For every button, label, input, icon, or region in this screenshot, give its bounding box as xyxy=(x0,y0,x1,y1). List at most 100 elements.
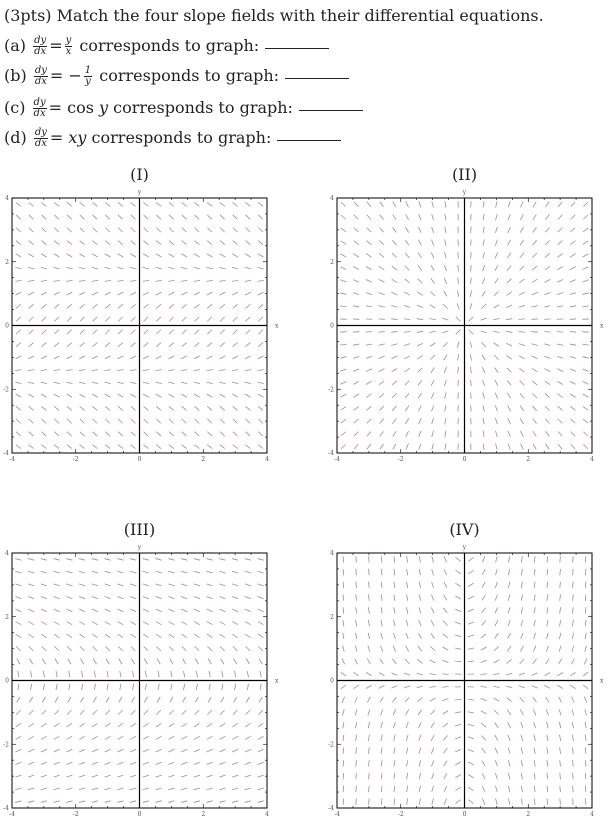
slope-segment xyxy=(155,570,162,574)
slope-segment xyxy=(93,670,96,678)
slope-segment xyxy=(405,722,409,729)
slope-segment xyxy=(193,291,200,296)
y-axis-label: y xyxy=(137,189,142,196)
slope-segment xyxy=(533,607,536,614)
slope-segment xyxy=(443,379,447,387)
slope-segment xyxy=(353,684,359,690)
answer-blank[interactable] xyxy=(285,78,350,79)
slope-segment xyxy=(507,734,511,741)
slope-segment xyxy=(570,418,576,424)
slope-segment xyxy=(404,392,410,399)
slope-segment xyxy=(572,760,574,767)
slope-segment xyxy=(206,291,213,296)
slope-segment xyxy=(545,214,550,220)
answer-blank[interactable] xyxy=(277,140,342,141)
slope-segment xyxy=(392,405,397,412)
slope-segment xyxy=(481,581,486,588)
slope-segment xyxy=(520,581,523,589)
slope-segment xyxy=(232,444,238,449)
slope-segment xyxy=(91,583,99,587)
slope-segment xyxy=(505,331,513,333)
slope-segment xyxy=(532,201,537,208)
slope-segment xyxy=(245,418,251,424)
slope-segment xyxy=(155,722,162,728)
slope-segment xyxy=(66,633,73,639)
slope-segment xyxy=(194,316,200,322)
slope-segment xyxy=(380,709,384,716)
slope-segment xyxy=(129,761,137,765)
slope-segment xyxy=(117,202,124,207)
slope-segment xyxy=(454,634,462,638)
slope-segment xyxy=(365,343,373,346)
slope-segment xyxy=(117,558,124,561)
answer-blank[interactable] xyxy=(298,110,363,111)
slope-segment xyxy=(379,431,384,437)
slope-segment xyxy=(91,393,98,398)
slope-segment xyxy=(143,696,148,703)
slope-segment xyxy=(257,267,264,270)
slope-segment xyxy=(105,214,111,220)
slope-segment xyxy=(15,329,21,335)
slope-segment xyxy=(180,558,188,561)
slope-segment xyxy=(507,226,511,233)
slope-segment xyxy=(494,633,499,639)
slope-segment xyxy=(206,202,213,207)
slope-segment xyxy=(53,570,60,574)
slope-segment xyxy=(168,393,175,398)
slope-segment xyxy=(507,620,511,627)
slope-segment xyxy=(429,330,436,333)
slope-segment xyxy=(482,405,485,412)
slope-segment xyxy=(569,292,577,295)
slope-segment xyxy=(66,444,73,449)
slope-segment xyxy=(368,581,370,589)
slope-segment xyxy=(170,683,173,691)
slope-segment xyxy=(117,329,123,335)
slope-segment xyxy=(169,658,174,665)
slope-segment xyxy=(155,202,162,207)
slope-segment xyxy=(571,632,574,640)
slope-segment xyxy=(168,267,175,270)
slope-segment xyxy=(15,558,22,561)
slope-segment xyxy=(91,596,99,600)
slope-segment xyxy=(482,201,485,208)
slope-segment xyxy=(66,267,73,270)
rhs-expression: y xyxy=(99,98,109,117)
slope-segment xyxy=(193,279,201,282)
y-tick-label: 0 xyxy=(330,678,334,685)
slope-segment xyxy=(392,709,397,716)
slope-segment xyxy=(28,253,35,258)
slope-segment xyxy=(104,608,111,613)
slope-segment xyxy=(457,392,459,399)
slope-segment xyxy=(342,709,345,716)
slope-segment xyxy=(258,214,264,220)
slope-segment xyxy=(168,722,175,728)
slope-segment xyxy=(353,431,359,437)
slope-segment xyxy=(219,316,225,322)
slope-segment xyxy=(520,760,523,767)
slope-segment xyxy=(182,696,187,703)
slope-segment xyxy=(53,787,60,791)
slope-segment xyxy=(532,227,537,233)
slope-segment xyxy=(431,239,435,246)
slope-segment xyxy=(130,202,136,207)
slope-segment xyxy=(457,354,460,361)
slope-segment xyxy=(79,393,86,398)
slope-segment xyxy=(30,683,33,691)
slope-segment xyxy=(40,621,47,626)
slope-segment xyxy=(506,265,512,271)
slope-segment xyxy=(546,581,549,589)
slope-segment xyxy=(143,405,149,411)
x-tick-label: 0 xyxy=(463,811,467,818)
answer-blank[interactable] xyxy=(265,48,330,49)
x-tick-label: 0 xyxy=(463,456,467,463)
slope-segment xyxy=(494,417,498,425)
slope-segment xyxy=(168,444,175,449)
x-axis-label: x xyxy=(600,323,604,330)
slope-segment xyxy=(559,772,561,780)
slope-segment xyxy=(194,405,200,411)
slope-segment xyxy=(494,367,499,373)
y-tick-label: 0 xyxy=(330,323,334,330)
slope-segment xyxy=(355,619,358,627)
slope-segment xyxy=(507,581,511,589)
slope-segment xyxy=(366,443,372,450)
